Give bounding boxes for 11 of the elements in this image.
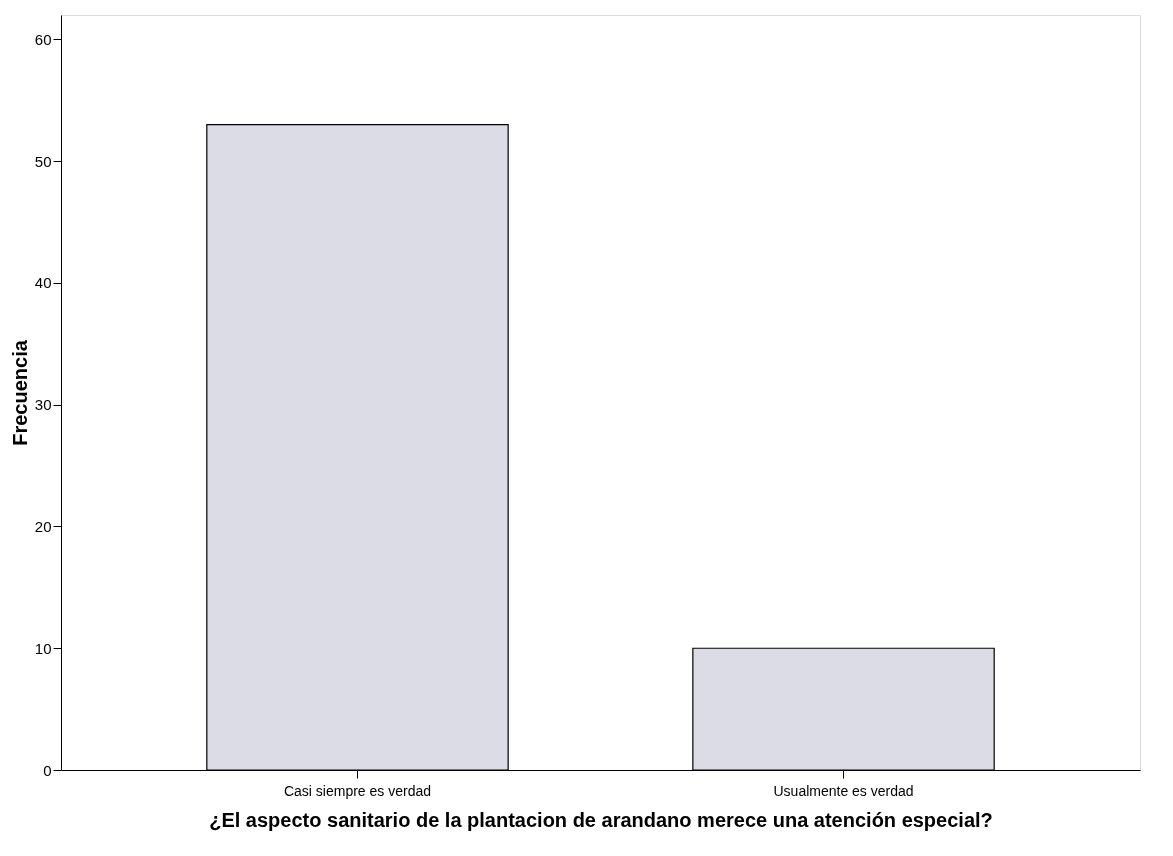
x-axis-title: ¿El aspecto sanitario de la plantacion de arandano merece una atención especial? xyxy=(209,808,993,831)
y-axis-title: Frecuencia xyxy=(8,339,31,446)
y-tick-label: 60 xyxy=(34,30,52,48)
y-tick-label: 20 xyxy=(34,517,52,535)
x-tick-label: Usualmente es verdad xyxy=(773,782,914,799)
x-tick-label: Casi siempre es verdad xyxy=(283,782,432,799)
y-tick-label: 10 xyxy=(34,639,52,657)
y-tick-label: 50 xyxy=(34,152,52,170)
y-tick-label: 30 xyxy=(34,396,52,414)
y-tick-label: 40 xyxy=(34,274,52,292)
y-tick-label: 0 xyxy=(43,761,52,779)
